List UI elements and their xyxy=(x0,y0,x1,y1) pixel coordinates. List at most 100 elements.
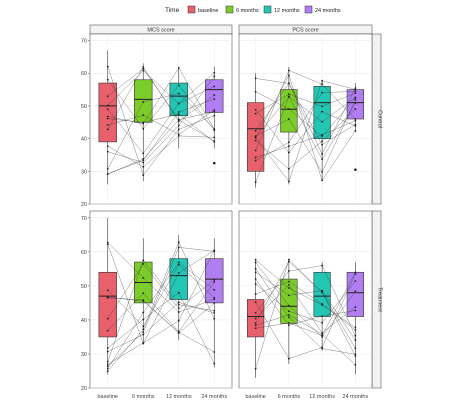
raw-point xyxy=(287,260,290,263)
raw-point xyxy=(354,334,357,337)
raw-point xyxy=(213,85,216,88)
raw-point xyxy=(287,118,290,121)
legend: Time baseline 6 months 12 months 24 months xyxy=(165,5,341,14)
raw-point xyxy=(254,267,257,270)
y-tick-label: 20 xyxy=(81,202,87,208)
raw-point xyxy=(254,327,257,330)
raw-point xyxy=(321,120,324,123)
raw-point xyxy=(287,258,290,261)
raw-point xyxy=(177,128,180,131)
y-tick-label: 70 xyxy=(81,39,87,45)
raw-point xyxy=(142,122,145,125)
raw-point xyxy=(177,301,180,304)
raw-point xyxy=(106,363,109,366)
y-tick-label: 70 xyxy=(81,216,87,222)
subject-trajectory xyxy=(255,281,356,331)
raw-point xyxy=(106,347,109,349)
x-tick-label: 24 months xyxy=(343,394,369,400)
subject-trajectory xyxy=(255,93,356,114)
subject-trajectory xyxy=(255,78,356,155)
raw-point xyxy=(213,110,216,113)
y-tick-label: 60 xyxy=(81,71,87,77)
raw-point xyxy=(177,111,180,113)
raw-point xyxy=(321,331,324,334)
panel-1 xyxy=(238,33,373,205)
raw-point xyxy=(106,108,109,111)
raw-point xyxy=(254,317,257,320)
raw-point xyxy=(177,271,180,274)
raw-point xyxy=(354,355,357,357)
raw-point xyxy=(142,299,145,301)
raw-point xyxy=(354,353,357,356)
raw-point xyxy=(142,331,145,334)
raw-point xyxy=(142,292,145,295)
raw-point xyxy=(142,328,145,331)
raw-point xyxy=(321,171,324,173)
x-tick-label: baseline xyxy=(98,394,119,400)
raw-point xyxy=(354,280,357,283)
raw-point xyxy=(177,120,180,123)
raw-point xyxy=(106,124,109,126)
raw-point xyxy=(142,114,145,117)
raw-point xyxy=(177,118,180,121)
subject-trajectory xyxy=(255,99,356,173)
raw-point xyxy=(254,283,257,285)
raw-point xyxy=(321,346,324,349)
subject-trajectory xyxy=(255,272,356,336)
y-tick-label: 40 xyxy=(81,318,87,324)
x-tick-label: 6 months xyxy=(132,394,155,400)
raw-point xyxy=(213,298,216,301)
y-tick-label: 40 xyxy=(81,137,87,143)
raw-point xyxy=(142,325,145,328)
legend-label-0: baseline xyxy=(198,8,219,14)
subject-trajectory xyxy=(107,250,215,365)
legend-title: Time xyxy=(165,7,180,14)
raw-point xyxy=(106,360,109,363)
raw-point xyxy=(287,280,290,283)
raw-point xyxy=(177,261,180,264)
raw-point xyxy=(254,258,257,261)
subject-trajectory xyxy=(107,297,215,334)
raw-point xyxy=(106,329,109,332)
x-tick-label: 12 months xyxy=(309,394,335,400)
raw-point xyxy=(254,159,257,162)
raw-point xyxy=(254,293,257,295)
raw-point xyxy=(106,297,109,299)
raw-point xyxy=(106,78,109,81)
raw-point xyxy=(213,109,216,111)
raw-point xyxy=(254,77,257,80)
subject-trajectory xyxy=(107,241,215,372)
raw-point xyxy=(142,157,145,160)
raw-point xyxy=(213,312,216,314)
subject-trajectory xyxy=(107,70,215,106)
subject-trajectory xyxy=(107,72,215,154)
subject-trajectory xyxy=(255,109,356,153)
raw-point xyxy=(106,128,109,131)
raw-point xyxy=(321,179,324,182)
raw-point xyxy=(213,351,216,353)
raw-point xyxy=(142,69,145,72)
subject-trajectory xyxy=(107,135,215,168)
raw-point xyxy=(354,363,357,366)
legend-key-0 xyxy=(187,5,196,14)
raw-point xyxy=(213,309,216,312)
legend-key-2 xyxy=(263,5,272,14)
raw-point xyxy=(354,102,357,105)
raw-point xyxy=(354,96,357,99)
raw-point xyxy=(177,330,180,333)
raw-point xyxy=(287,324,290,327)
raw-point xyxy=(213,317,216,320)
raw-point xyxy=(321,140,324,143)
subject-trajectory xyxy=(107,67,215,130)
x-tick-label: 6 months xyxy=(278,394,301,400)
raw-point xyxy=(321,133,324,136)
raw-point xyxy=(213,75,216,78)
raw-point xyxy=(254,149,257,152)
y-tick-label: 30 xyxy=(81,352,87,358)
raw-point xyxy=(142,67,145,70)
raw-point xyxy=(213,302,216,304)
raw-point xyxy=(106,365,109,368)
raw-point xyxy=(106,168,109,170)
row-strip-label-1: Treatment xyxy=(377,287,383,312)
